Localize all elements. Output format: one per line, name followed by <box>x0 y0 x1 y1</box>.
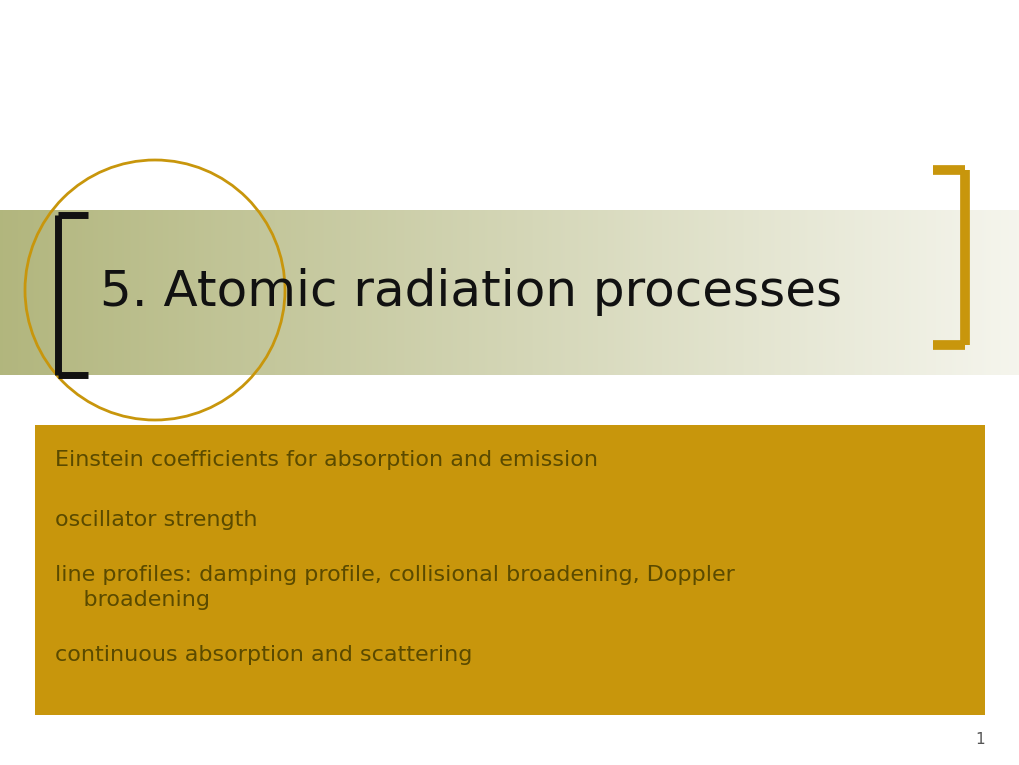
Text: line profiles: damping profile, collisional broadening, Doppler
    broadening: line profiles: damping profile, collisio… <box>55 565 734 610</box>
Text: continuous absorption and scattering: continuous absorption and scattering <box>55 645 472 665</box>
Text: Einstein coefficients for absorption and emission: Einstein coefficients for absorption and… <box>55 450 597 470</box>
Text: oscillator strength: oscillator strength <box>55 510 257 530</box>
Bar <box>35 425 984 715</box>
Text: 5. Atomic radiation processes: 5. Atomic radiation processes <box>100 268 842 316</box>
Text: 1: 1 <box>974 732 984 747</box>
